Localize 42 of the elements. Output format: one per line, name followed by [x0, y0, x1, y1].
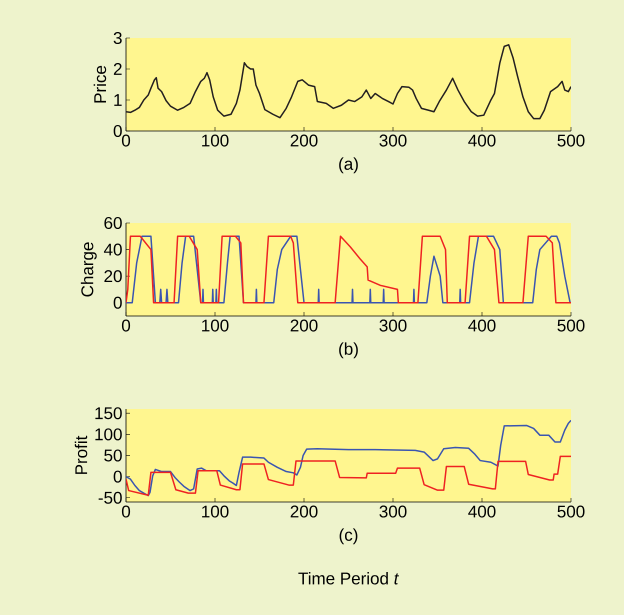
y-tick-label: 0: [114, 124, 122, 138]
y-axis-title: Price: [94, 66, 106, 102]
x-tick-label: 0: [122, 134, 130, 147]
y-axis-title: Profit: [74, 436, 88, 474]
x-axis-title: (b): [339, 342, 358, 358]
y-tick-label: 0: [114, 296, 122, 309]
x-tick-label: 200: [290, 506, 318, 518]
y-tick-label: 2: [114, 63, 122, 75]
x-tick-label: 100: [202, 506, 229, 518]
y-tick-label: 40: [104, 244, 122, 256]
x-tick-label: 400: [468, 320, 496, 332]
x-tick-label: 100: [202, 134, 229, 147]
text: Time Period t: [298, 572, 400, 584]
x-axis-title: (c): [340, 528, 358, 544]
x-tick-label: 0: [122, 320, 130, 332]
x-axis-title: (a): [339, 157, 358, 174]
x-tick-label: 500: [557, 320, 585, 332]
x-tick-label: 500: [557, 506, 585, 518]
line-series: [126, 44, 571, 120]
x-tick-label: 100: [202, 320, 229, 332]
y-tick-label: 0: [114, 470, 122, 483]
y-tick-label: 20: [104, 270, 122, 282]
y-tick-label: 100: [95, 428, 122, 440]
x-tick-label: 400: [468, 506, 496, 518]
x-tick-label: 300: [379, 134, 407, 147]
y-tick-label: 1: [114, 94, 122, 106]
y-tick-label: -50: [98, 492, 122, 504]
x-tick-label: 0: [122, 506, 130, 518]
x-tick-label: 500: [557, 134, 585, 147]
y-tick-label: 150: [95, 407, 122, 420]
x-tick-label: 400: [468, 134, 496, 147]
line-series: [126, 420, 571, 496]
x-tick-label: 300: [379, 320, 407, 332]
y-axis-title: Charge: [80, 242, 97, 297]
line-series: [126, 236, 571, 304]
x-tick-label: 300: [379, 506, 407, 518]
x-tick-label: 200: [290, 134, 318, 147]
x-tick-label: 200: [290, 320, 318, 332]
y-tick-label: 3: [114, 32, 122, 44]
y-tick-label: 50: [104, 449, 122, 462]
line-series: [126, 456, 571, 496]
y-tick-label: 60: [104, 216, 122, 230]
